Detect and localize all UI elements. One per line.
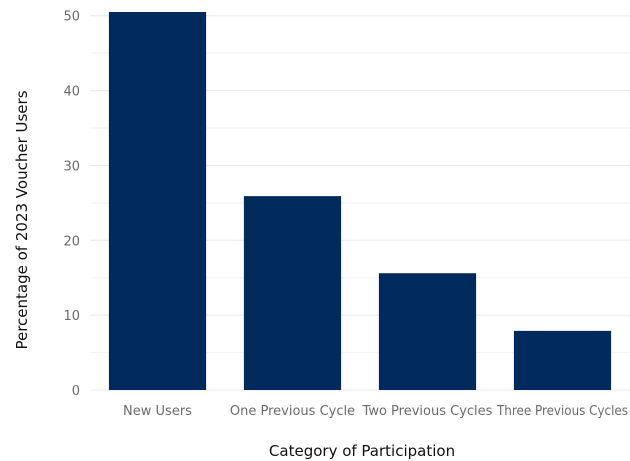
bar-two-previous-cycles — [378, 273, 477, 390]
x-tick-label: One Previous Cycle — [230, 404, 355, 419]
x-axis-ticks: New Users One Previous Cycle Two Previous … — [123, 404, 628, 419]
bars — [108, 12, 612, 390]
y-tick-label: 30 — [63, 159, 80, 174]
x-tick-label: New Users — [123, 404, 192, 419]
bar-one-previous-cycle — [243, 196, 342, 390]
x-tick-label: Two Previous Cycles — [362, 404, 493, 419]
y-axis-ticks: 0 10 20 30 40 50 — [63, 10, 80, 399]
bar-new-users — [108, 12, 207, 390]
y-tick-label: 20 — [63, 234, 80, 249]
y-axis-title: Percentage of 2023 Voucher Users — [13, 90, 31, 349]
x-tick-label: Three Previous Cycles — [496, 404, 628, 419]
bar-three-previous-cycles — [513, 330, 612, 390]
y-tick-label: 50 — [63, 10, 80, 25]
x-axis-title: Category of Participation — [269, 442, 455, 460]
y-tick-label: 40 — [63, 85, 80, 100]
y-tick-label: 10 — [63, 309, 80, 324]
y-tick-label: 0 — [72, 384, 80, 399]
